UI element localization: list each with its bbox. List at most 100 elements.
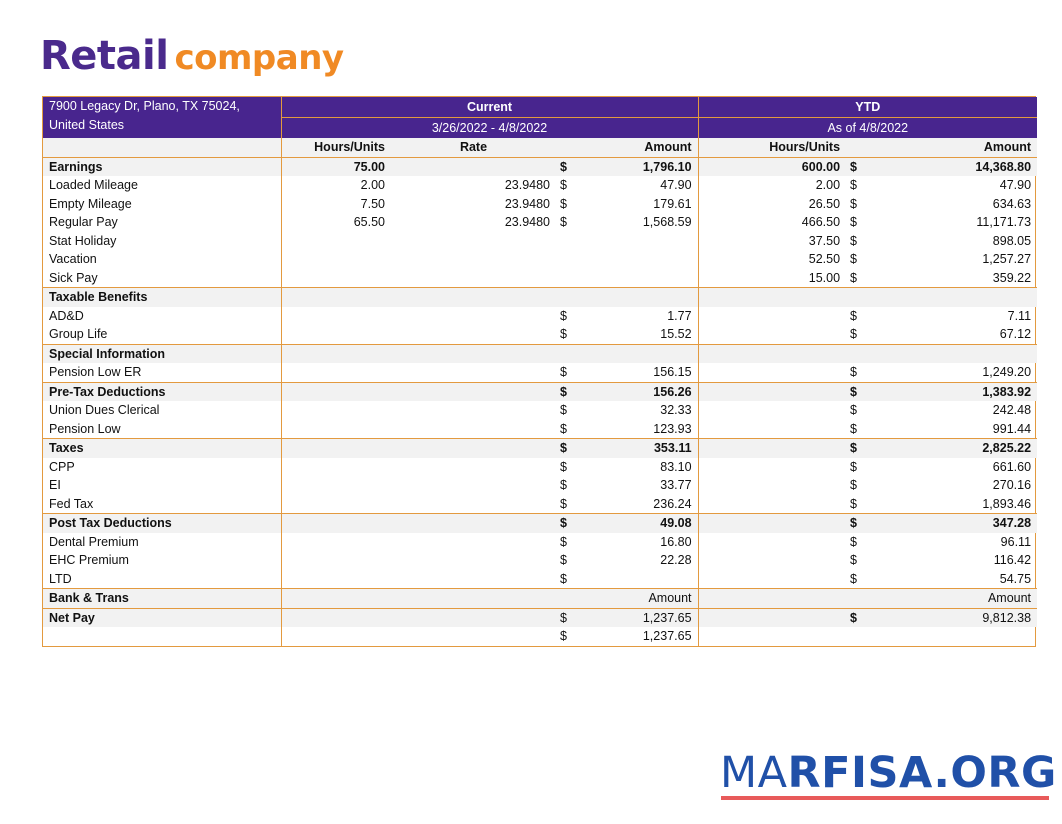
table-cell — [280, 344, 391, 363]
table-cell: 347.28 — [868, 513, 1038, 533]
table-cell: LTD — [43, 569, 281, 589]
table-cell: EI — [49, 478, 61, 493]
table-cell — [391, 533, 556, 552]
table-row: Group Life $15.52 $67.12 — [43, 325, 1038, 345]
table-cell: $ — [556, 608, 578, 627]
table-cell: 1,383.92 — [868, 382, 1038, 401]
table-cell — [697, 457, 847, 476]
table-cell: Bank & Trans — [43, 588, 281, 609]
table-cell: 9,812.38 — [868, 608, 1038, 627]
table-cell: 1,568.59 — [642, 215, 692, 230]
table-cell: $ — [556, 363, 578, 383]
table-cell: 23.9480 — [504, 215, 550, 230]
table-cell: 33.77 — [660, 478, 692, 493]
table-cell — [846, 588, 869, 609]
table-cell: 2.00 — [697, 176, 847, 195]
table-cell: 14,368.80 — [868, 157, 1038, 176]
table-cell — [391, 458, 556, 477]
table-cell — [391, 627, 556, 646]
table-cell — [846, 627, 868, 646]
table-cell: $ — [556, 419, 578, 439]
table-cell — [391, 569, 556, 589]
brand-word-company: company — [174, 38, 344, 78]
table-cell — [697, 532, 847, 551]
table-cell — [280, 419, 391, 439]
table-cell — [556, 268, 578, 288]
col-rate: Rate — [391, 138, 556, 158]
table-cell: $ — [560, 534, 567, 549]
table-cell: $ — [560, 215, 567, 230]
table-cell — [280, 382, 391, 401]
table-cell: 116.42 — [993, 553, 1032, 568]
table-cell: 270.16 — [992, 478, 1032, 493]
table-cell: $ — [850, 233, 857, 248]
table-cell: 32.33 — [660, 403, 692, 418]
table-cell — [556, 588, 578, 609]
table-cell: $ — [560, 308, 567, 323]
table-cell — [280, 457, 391, 476]
table-cell — [391, 363, 556, 383]
table-cell: $ — [560, 178, 567, 193]
table-cell: 156.15 — [578, 363, 699, 383]
table-cell: Earnings — [43, 157, 281, 176]
table-cell — [391, 268, 556, 288]
table-cell: 991.44 — [868, 419, 1038, 439]
table-cell — [391, 513, 556, 533]
table-cell — [280, 551, 391, 570]
ytd-period: As of 4/8/2022 — [697, 117, 1038, 138]
table-cell: 898.05 — [992, 233, 1032, 248]
table-cell — [391, 476, 556, 495]
table-row: EI $33.77 $270.16 — [43, 476, 1037, 495]
table-cell — [578, 344, 699, 363]
table-cell — [280, 494, 391, 514]
marfisa-logo: MARFISA.ORG — [720, 750, 1057, 796]
table-cell — [391, 551, 556, 570]
table-cell: MA — [720, 748, 788, 798]
table-cell — [578, 569, 699, 589]
table-cell: 1.77 — [667, 308, 692, 323]
table-cell — [280, 250, 391, 269]
section-earnings: Earnings 75.00 $ 1,796.10 600.00 $ 14,36… — [43, 157, 1038, 176]
section-pre-tax-deductions: Pre-Tax Deductions $156.26 $1,383.92 — [43, 382, 1038, 401]
table-cell: 23.9480 — [504, 178, 550, 193]
table-cell: $ — [846, 608, 869, 627]
deposit-row: $1,237.65 — [43, 627, 1037, 646]
table-cell: 47.90 — [660, 178, 692, 193]
table-cell: 67.12 — [868, 325, 1038, 345]
table-row: Empty Mileage 7.50 23.9480 $179.61 26.50 $634… — [43, 194, 1037, 213]
table-cell: $ — [560, 196, 567, 211]
table-cell: Stat Holiday — [49, 233, 117, 248]
table-cell: RFISA.ORG — [787, 748, 1057, 798]
table-cell: $ — [846, 363, 869, 383]
table-cell: Fed Tax — [43, 494, 281, 514]
table-cell: 179.61 — [653, 196, 692, 211]
table-cell: 353.11 — [578, 438, 699, 458]
table-cell: 65.50 — [280, 213, 391, 232]
table-cell: 16.80 — [660, 534, 692, 549]
table-cell: Group Life — [43, 325, 281, 345]
table-cell: Dental Premium — [49, 534, 139, 549]
table-row: AD&D $1.77 $7.11 — [43, 306, 1037, 325]
logo-underline — [721, 796, 1049, 800]
table-cell — [280, 306, 391, 325]
table-cell — [280, 287, 391, 307]
section-taxes: Taxes $353.11 $2,825.22 — [43, 438, 1038, 458]
table-cell — [556, 250, 578, 269]
table-cell: Pension Low — [43, 419, 281, 439]
table-cell — [391, 157, 556, 176]
table-cell: 242.48 — [992, 403, 1032, 418]
table-cell — [697, 608, 847, 627]
table-cell: Amount — [868, 588, 1038, 609]
table-cell: AD&D — [49, 308, 84, 323]
table-cell: 1,237.65 — [578, 608, 699, 627]
pay-stub-table: 7900 Legacy Dr, Plano, TX 75024, United … — [42, 96, 1038, 647]
net-pay-row: Net Pay $1,237.65 $9,812.38 — [43, 608, 1038, 627]
table-cell: 26.50 — [697, 194, 847, 213]
table-cell — [697, 438, 847, 458]
table-cell: EHC Premium — [49, 553, 129, 568]
table-cell: $ — [556, 157, 578, 176]
table-cell — [868, 287, 1038, 307]
table-cell — [391, 344, 556, 363]
table-cell: 37.50 — [697, 231, 847, 250]
table-cell: Amount — [578, 588, 699, 609]
